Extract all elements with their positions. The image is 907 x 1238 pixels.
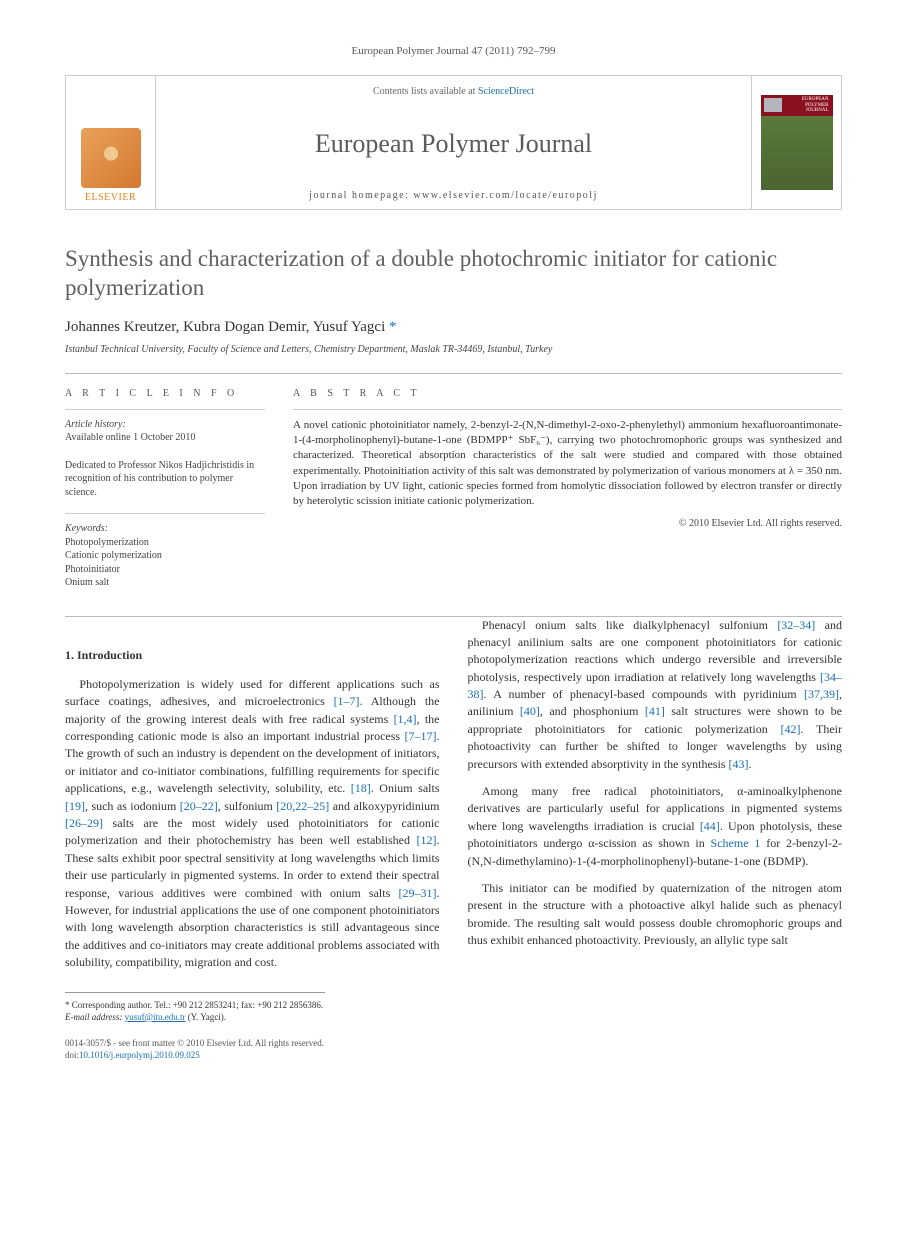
corr-contact: * Corresponding author. Tel.: +90 212 28… [65, 999, 325, 1011]
publisher-cell: ELSEVIER [66, 76, 156, 209]
article-info-heading: A R T I C L E I N F O [65, 388, 265, 399]
citation-link[interactable]: [43] [728, 757, 748, 771]
citation-link[interactable]: [37,39] [804, 687, 839, 701]
text-run: , and phosphonium [540, 704, 645, 718]
cover-line2: POLYMER [805, 103, 828, 108]
text-run: . [748, 757, 751, 771]
paragraph: This initiator can be modified by quater… [468, 880, 843, 950]
citation-link[interactable]: [12] [417, 833, 437, 847]
abstract-heading: A B S T R A C T [293, 388, 842, 399]
keyword: Onium salt [65, 576, 265, 590]
abstract-text: A novel cationic photoinitiator namely, … [293, 418, 842, 510]
journal-cover-icon: EUROPEAN POLYMER JOURNAL [761, 95, 833, 190]
email-label: E-mail address: [65, 1012, 125, 1022]
citation-link[interactable]: [19] [65, 799, 85, 813]
abstract-copyright: © 2010 Elsevier Ltd. All rights reserved… [293, 518, 842, 529]
affiliation: Istanbul Technical University, Faculty o… [65, 344, 842, 355]
page-footer: 0014-3057/$ - see front matter © 2010 El… [65, 1037, 842, 1061]
body-columns: 1. Introduction Photopolymerization is w… [65, 617, 842, 972]
paragraph: Among many free radical photoinitiators,… [468, 783, 843, 870]
citation-link[interactable]: [44] [700, 819, 720, 833]
section-number: 1. [65, 648, 74, 662]
dedication: Dedicated to Professor Nikos Hadjichrist… [65, 459, 265, 500]
paragraph: Photopolymerization is widely used for d… [65, 676, 440, 972]
sciencedirect-link[interactable]: ScienceDirect [478, 86, 534, 97]
text-run: . Onium salts [371, 781, 440, 795]
doi-prefix: doi: [65, 1050, 79, 1060]
citation-link[interactable]: [20,22–25] [276, 799, 329, 813]
citation-link[interactable]: [29–31] [399, 886, 437, 900]
citation-link[interactable]: [26–29] [65, 816, 103, 830]
elsevier-tree-icon [81, 128, 141, 188]
homepage-prefix: journal homepage: [309, 190, 413, 201]
cover-line1: EUROPEAN [802, 97, 829, 102]
divider [65, 409, 265, 410]
citation-link[interactable]: [1,4] [394, 712, 417, 726]
authors-names: Johannes Kreutzer, Kubra Dogan Demir, Yu… [65, 319, 385, 335]
keyword: Cationic polymerization [65, 549, 265, 563]
abstract-column: A B S T R A C T A novel cationic photoin… [293, 388, 842, 604]
keywords-label: Keywords: [65, 522, 265, 536]
text-run: salts are the most widely used photoinit… [65, 816, 440, 847]
email-suffix: (Y. Yagci). [185, 1012, 226, 1022]
history-value: Available online 1 October 2010 [65, 431, 265, 445]
email-link[interactable]: yusuf@itu.edu.tr [125, 1012, 186, 1022]
journal-banner: ELSEVIER Contents lists available at Sci… [65, 75, 842, 210]
keyword: Photopolymerization [65, 536, 265, 550]
citation-link[interactable]: [18] [351, 781, 371, 795]
homepage-url: www.elsevier.com/locate/europolj [413, 190, 598, 201]
scheme-link[interactable]: Scheme 1 [711, 836, 761, 850]
paragraph: Phenacyl onium salts like dialkylphenacy… [468, 617, 843, 774]
corresponding-marker: * [385, 319, 396, 335]
keyword: Photoinitiator [65, 563, 265, 577]
issn-line: 0014-3057/$ - see front matter © 2010 El… [65, 1037, 842, 1049]
journal-title: European Polymer Journal [315, 129, 592, 159]
text-run: Phenacyl onium salts like dialkylphenacy… [482, 618, 777, 632]
running-header: European Polymer Journal 47 (2011) 792–7… [65, 45, 842, 57]
article-info-column: A R T I C L E I N F O Article history: A… [65, 388, 265, 604]
citation-link[interactable]: [41] [645, 704, 665, 718]
cover-cell: EUROPEAN POLYMER JOURNAL [751, 76, 841, 209]
text-run: , sulfonium [218, 799, 277, 813]
history-label: Article history: [65, 418, 265, 432]
journal-homepage: journal homepage: www.elsevier.com/locat… [309, 190, 598, 201]
section-title: Introduction [77, 648, 142, 662]
divider [65, 513, 265, 514]
text-run: . A number of phenacyl-based compounds w… [484, 687, 805, 701]
citation-link[interactable]: [42] [780, 722, 800, 736]
text-run: , such as iodonium [85, 799, 180, 813]
citation-link[interactable]: [7–17] [405, 729, 437, 743]
citation-link[interactable]: [1–7] [334, 694, 360, 708]
doi-link[interactable]: 10.1016/j.eurpolymj.2010.09.025 [79, 1050, 200, 1060]
contents-available: Contents lists available at ScienceDirec… [373, 86, 534, 97]
citation-link[interactable]: [20–22] [180, 799, 218, 813]
publisher-name: ELSEVIER [85, 192, 136, 203]
contents-prefix: Contents lists available at [373, 86, 478, 97]
section-heading: 1. Introduction [65, 647, 440, 664]
corresponding-footnote: * Corresponding author. Tel.: +90 212 28… [65, 992, 325, 1023]
author-list: Johannes Kreutzer, Kubra Dogan Demir, Yu… [65, 319, 842, 336]
journal-info-cell: Contents lists available at ScienceDirec… [156, 76, 751, 209]
citation-link[interactable]: [40] [520, 704, 540, 718]
divider [293, 409, 842, 410]
article-title: Synthesis and characterization of a doub… [65, 245, 842, 303]
citation-link[interactable]: [32–34] [777, 618, 815, 632]
cover-line3: JOURNAL [806, 108, 829, 113]
text-run: and alkoxypyridinium [329, 799, 439, 813]
